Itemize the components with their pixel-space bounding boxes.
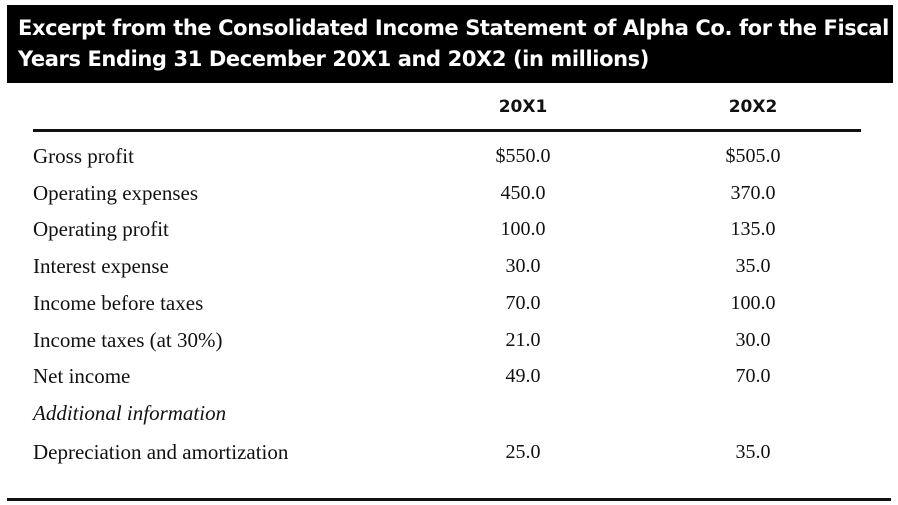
cell-net-income-20x2: 70.0 bbox=[735, 365, 771, 387]
cell-income-taxes-20x1: 21.0 bbox=[505, 329, 541, 351]
cell-operating-expenses-20x2: 370.0 bbox=[730, 182, 776, 204]
row-label-operating-profit: Operating profit bbox=[33, 217, 169, 241]
table-title: Excerpt from the Consolidated Income Sta… bbox=[18, 13, 889, 75]
cell-gross-profit-20x2: $505.0 bbox=[725, 145, 781, 167]
cell-operating-profit-20x1: 100.0 bbox=[500, 218, 546, 240]
cell-income-before-taxes-20x2: 100.0 bbox=[730, 292, 776, 314]
cell-income-taxes-20x2: 30.0 bbox=[735, 329, 771, 351]
row-label-income-before-taxes: Income before taxes bbox=[33, 291, 204, 315]
cell-depreciation-amortization-20x2: 35.0 bbox=[735, 441, 771, 463]
cell-operating-expenses-20x1: 450.0 bbox=[500, 182, 546, 204]
column-header-20x2: 20X2 bbox=[728, 97, 778, 117]
row-label-operating-expenses: Operating expenses bbox=[33, 181, 199, 205]
table-title-bar: Excerpt from the Consolidated Income Sta… bbox=[7, 5, 893, 83]
cell-interest-expense-20x2: 35.0 bbox=[735, 255, 771, 277]
row-label-net-income: Net income bbox=[33, 364, 131, 388]
cell-net-income-20x1: 49.0 bbox=[505, 365, 541, 387]
bottom-rule bbox=[7, 498, 891, 501]
table-title-line-2: Years Ending 31 December 20X1 and 20X2 (… bbox=[18, 47, 649, 71]
header-rule bbox=[33, 129, 861, 132]
cell-operating-profit-20x2: 135.0 bbox=[730, 218, 776, 240]
table-title-line-1: Excerpt from the Consolidated Income Sta… bbox=[18, 16, 889, 40]
cell-income-before-taxes-20x1: 70.0 bbox=[505, 292, 541, 314]
row-label-income-taxes: Income taxes (at 30%) bbox=[33, 328, 223, 352]
cell-gross-profit-20x1: $550.0 bbox=[495, 145, 551, 167]
cell-depreciation-amortization-20x1: 25.0 bbox=[505, 441, 541, 463]
row-label-interest-expense: Interest expense bbox=[33, 254, 169, 278]
column-header-20x1: 20X1 bbox=[498, 97, 548, 117]
additional-information-heading: Additional information bbox=[33, 401, 227, 425]
cell-interest-expense-20x1: 30.0 bbox=[505, 255, 541, 277]
row-label-depreciation-amortization: Depreciation and amortization bbox=[33, 440, 289, 464]
row-label-gross-profit: Gross profit bbox=[33, 144, 134, 168]
